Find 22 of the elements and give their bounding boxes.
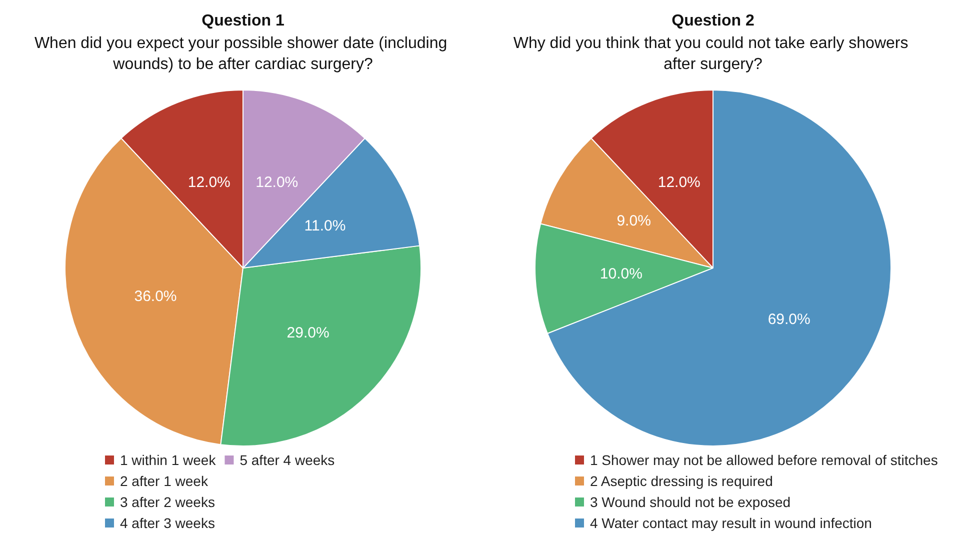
legend-label: 4 after 3 weeks [120, 515, 215, 531]
data-label: 11.0% [304, 218, 346, 235]
chart-subtitle: When did you expect your possible shower date (including wounds) to be after cardiac surgery? [34, 35, 452, 73]
data-label: 9.0% [616, 212, 651, 230]
legend-label: 1 Shower may not be allowed before removal of stitches [590, 452, 938, 468]
data-label: 12.0% [256, 174, 298, 191]
chart-title: Question 2 [672, 12, 754, 30]
legend-label: 1 within 1 week [120, 452, 217, 468]
legend-label: 5 after 4 weeks [240, 452, 335, 468]
data-label: 29.0% [286, 324, 330, 342]
legend-label: 4 Water contact may result in wound infection [590, 515, 872, 531]
data-label: 36.0% [134, 288, 177, 305]
data-label: 10.0% [600, 265, 642, 282]
legend-label: 2 after 1 week [120, 473, 209, 489]
data-label: 69.0% [768, 311, 810, 328]
chart-subtitle: Why did you think that you could not take early showers after surgery? [513, 35, 913, 73]
data-label: 12.0% [658, 174, 700, 191]
chart-title: Question 1 [202, 12, 284, 30]
legend-label: 2 Aseptic dressing is required [590, 473, 773, 489]
legend-label: 3 after 2 weeks [120, 494, 215, 510]
legend-label: 3 Wound should not be exposed [590, 494, 791, 510]
data-label: 12.0% [188, 174, 230, 191]
